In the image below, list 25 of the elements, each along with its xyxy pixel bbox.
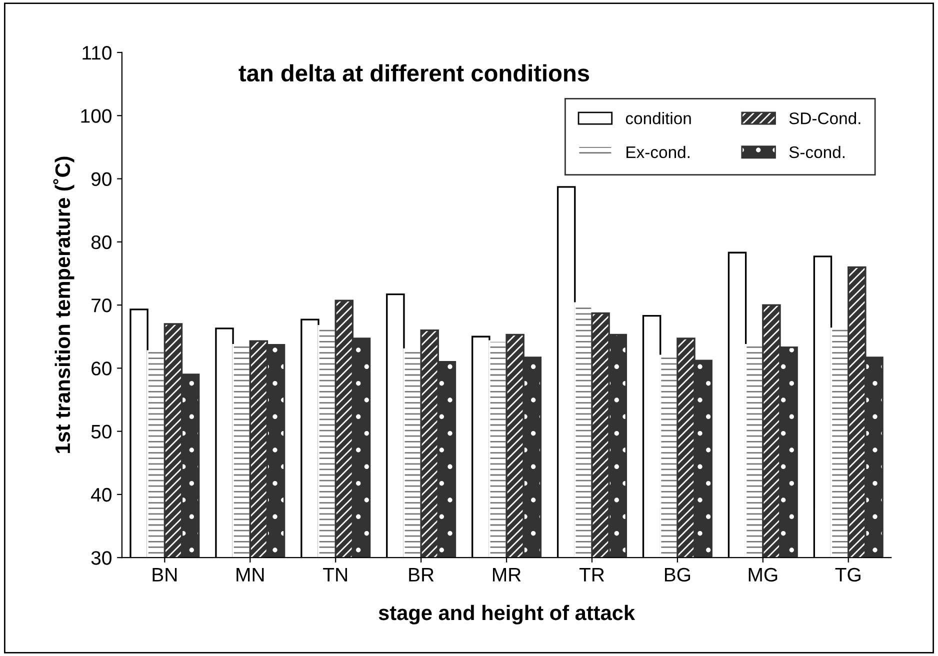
y-tick-label: 100	[81, 109, 112, 123]
y-tick-label: 30	[91, 551, 112, 565]
y-tick-label: 40	[91, 488, 112, 502]
x-axis-title: stage and height of attack	[378, 604, 636, 624]
x-tick-label: TN	[323, 568, 347, 582]
x-tick-label: MG	[748, 568, 778, 582]
x-tick-label: BR	[409, 568, 434, 582]
y-tick-label: 70	[92, 298, 112, 312]
y-tick-label: 50	[91, 424, 112, 439]
x-tick-label: TR	[579, 568, 604, 582]
y-tick-label: 90	[92, 172, 112, 186]
legend-label: Ex-cond.	[626, 146, 690, 158]
y-tick-label: 60	[92, 362, 112, 376]
y-tick-label: 80	[91, 235, 112, 250]
x-tick-label: TG	[835, 568, 860, 582]
legend-label: SD-Cond.	[789, 112, 860, 124]
legend-label: condition	[626, 112, 691, 124]
chart-title: tan delta at different conditions	[238, 64, 590, 82]
y-tick-label: 110	[82, 46, 112, 60]
x-tick-label: BN	[152, 568, 177, 582]
x-tick-label: MN	[236, 568, 264, 582]
legend-label: S-cond.	[789, 146, 844, 158]
y-axis-title: 1st transition temperature (˚C)	[53, 156, 74, 454]
x-tick-label: BG	[664, 568, 690, 582]
x-tick-label: MR	[492, 568, 521, 582]
